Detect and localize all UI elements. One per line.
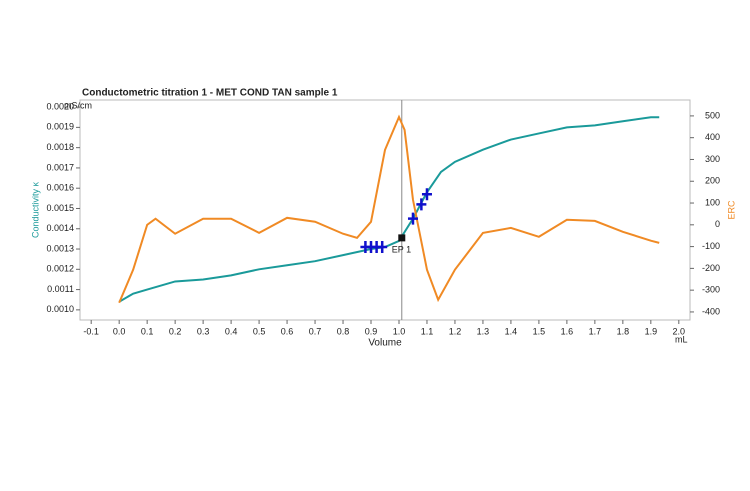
x-tick-label: 1.3	[477, 326, 490, 336]
x-label: Volume	[368, 338, 402, 349]
y2-tick-label: 200	[705, 176, 720, 186]
y-tick-label: 0.0019	[46, 122, 74, 132]
y-tick-label: 0.0015	[46, 203, 74, 213]
x-tick-label: 1.5	[533, 326, 546, 336]
x-tick-label: 0.3	[197, 326, 210, 336]
y-tick-label: 0.0012	[46, 264, 74, 274]
x-tick-label: 1.1	[421, 326, 434, 336]
x-tick-label: 1.6	[561, 326, 574, 336]
chart-title: Conductometric titration 1 - MET COND TA…	[82, 88, 338, 99]
x-tick-label: 0.4	[225, 326, 238, 336]
y2-label: ERC	[726, 200, 736, 220]
x-tick-label: 2.0	[673, 326, 686, 336]
x-tick-label: 0.2	[169, 326, 182, 336]
measure-point	[416, 198, 427, 211]
series-line	[118, 114, 660, 304]
y-tick-label: 0.0016	[46, 183, 74, 193]
y-tick-label: 0.0018	[46, 142, 74, 152]
x-tick-label: 0.5	[253, 326, 266, 336]
x-tick-label: 0.8	[337, 326, 350, 336]
y-tick-label: 0.0013	[46, 243, 74, 253]
y2-tick-label: 400	[705, 132, 720, 142]
endpoint-label: EP 1	[392, 244, 411, 254]
x-tick-label: -0.1	[83, 326, 99, 336]
y2-tick-label: 100	[705, 197, 720, 207]
y-tick-label: 0.0014	[46, 223, 74, 233]
y-tick-label: 0.0011	[47, 284, 74, 294]
x-tick-label: 0.1	[141, 326, 154, 336]
measure-point	[407, 212, 418, 225]
x-tick-label: 0.9	[365, 326, 378, 336]
y2-tick-label: 500	[705, 110, 720, 120]
x-tick-label: 1.4	[505, 326, 518, 336]
x-tick-label: 1.9	[645, 326, 658, 336]
x-tick-label: 0.0	[113, 326, 126, 336]
y2-tick-label: -100	[702, 241, 720, 251]
series-line	[118, 116, 660, 303]
y2-tick-label: 0	[715, 219, 720, 229]
x-tick-label: 0.7	[309, 326, 322, 336]
y2-tick-label: -400	[702, 306, 720, 316]
x-tick-label: 1.0	[393, 326, 406, 336]
x-tick-label: 1.8	[617, 326, 630, 336]
endpoint-marker	[398, 234, 406, 242]
y-tick-label: 0.0017	[46, 162, 74, 172]
y2-tick-label: 300	[705, 154, 720, 164]
measure-point	[421, 188, 432, 201]
measure-point	[377, 241, 388, 254]
y-unit: mS/cm	[64, 100, 92, 110]
y-label: Conductivity κ	[30, 181, 40, 238]
plot-frame	[79, 99, 691, 321]
x-tick-label: 1.7	[589, 326, 602, 336]
y2-tick-label: -300	[702, 285, 720, 295]
y-tick-label: 0.0020	[46, 101, 74, 111]
x-tick-label: 0.6	[281, 326, 294, 336]
y-tick-label: 0.0010	[46, 304, 74, 314]
x-unit: mL	[675, 334, 688, 344]
y2-tick-label: -200	[702, 263, 720, 273]
x-tick-label: 1.2	[449, 326, 462, 336]
